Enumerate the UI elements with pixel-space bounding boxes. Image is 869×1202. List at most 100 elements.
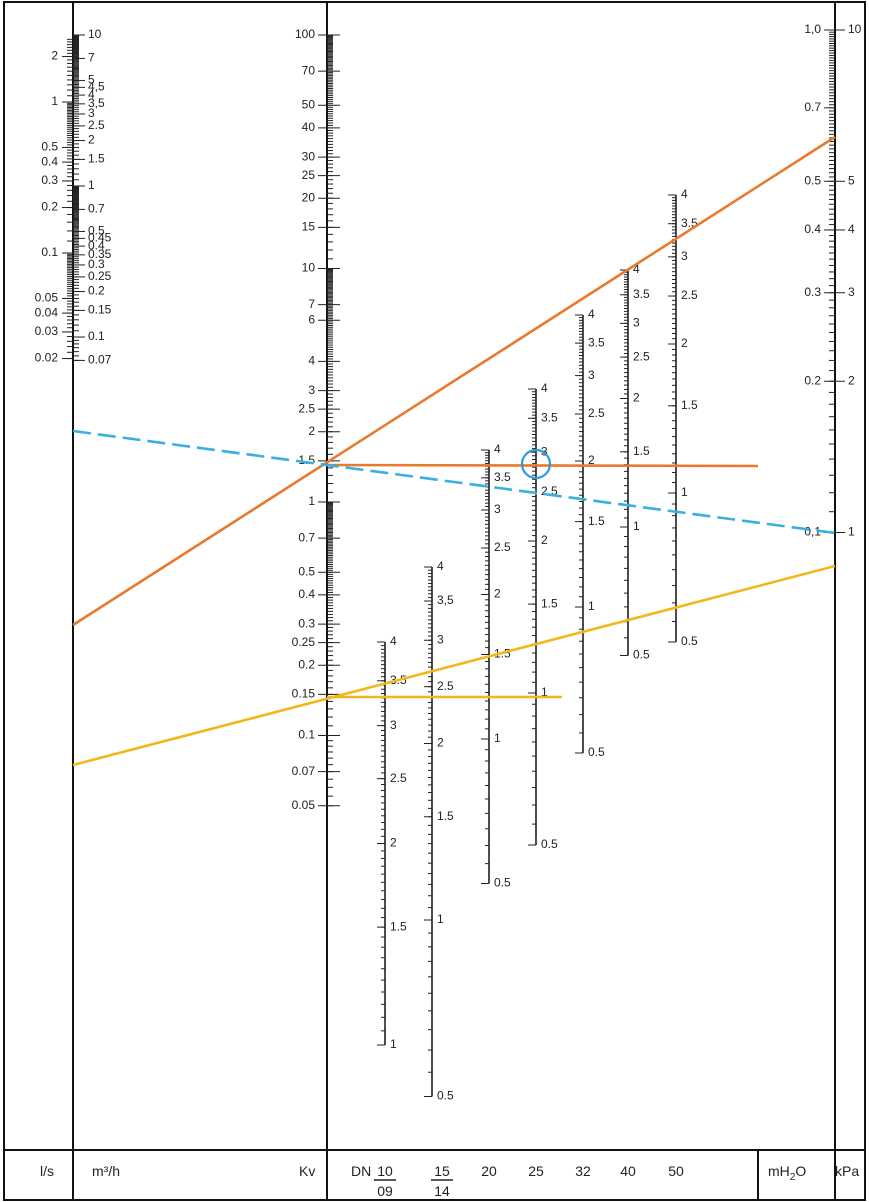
dn-label: 1.5	[437, 809, 454, 823]
kv-label: 0.3	[298, 616, 315, 630]
dn-label: 2	[437, 736, 444, 750]
dn-label: 1.5	[633, 444, 650, 458]
dn-label-40: 40	[620, 1163, 636, 1179]
lines-layer	[72, 135, 836, 767]
dn-bottom-2: 14	[434, 1183, 450, 1199]
kv-label: 10	[302, 261, 316, 275]
flow-m3h-label: 0.25	[88, 269, 112, 283]
dn-label: 0.5	[633, 648, 650, 662]
dn-label: 1.5	[588, 514, 605, 528]
dn-top-1: 10	[377, 1163, 393, 1179]
dn-label: 0.5	[681, 634, 698, 648]
headers-layer: l/s m³/h Kv DN 10 09 15 14 20 25 32 40 5…	[40, 1163, 859, 1199]
dn-label: 2.5	[437, 679, 454, 693]
solution-line	[72, 429, 836, 535]
marker-circle	[520, 448, 552, 480]
kv-label: 0.1	[298, 728, 315, 742]
flow-m3h-label: 2	[88, 133, 95, 147]
kv-label: 30	[302, 149, 316, 163]
kv-label: 15	[302, 220, 316, 234]
dn-label: 3	[681, 249, 688, 263]
solution-line	[326, 463, 759, 468]
flow-ls-label: 0.02	[35, 351, 59, 365]
flow-ls-label: 0.1	[41, 245, 58, 259]
dn-label: 2	[681, 336, 688, 350]
dn-label: 2	[541, 533, 548, 547]
dn-label: 0.5	[588, 745, 605, 759]
dn-label: 1.5	[541, 596, 558, 610]
flow-m3h-label: 0.7	[88, 202, 105, 216]
header-dn: DN	[351, 1163, 371, 1179]
flow-m3h-label: 0.1	[88, 329, 105, 343]
flow-m3h-label: 0.45	[88, 231, 112, 245]
kv-label: 1	[308, 494, 315, 508]
dn-label: 1	[494, 731, 501, 745]
dn-label: 3	[588, 368, 595, 382]
dn-label: 3.5	[633, 287, 650, 301]
mh2o-label: 0.4	[804, 222, 821, 236]
dn-label: 0.5	[437, 1089, 454, 1103]
dn-label: 1	[390, 1037, 397, 1051]
flow-m3h-label: 3,5	[88, 96, 105, 110]
flow-m3h-label: 0.5	[88, 224, 105, 238]
dn-label: 3.5	[588, 335, 605, 349]
header-kv: Kv	[299, 1163, 315, 1179]
flow-ls-label: 0.3	[41, 173, 58, 187]
dn-label-25: 25	[528, 1163, 544, 1179]
dn-label: 2.5	[633, 349, 650, 363]
dn-label: 3	[494, 502, 501, 516]
flow-ls-label: 0.03	[35, 324, 59, 338]
flow-m3h-label: 0.15	[88, 303, 112, 317]
kv-label: 25	[302, 168, 316, 182]
mh2o-main: mH	[768, 1163, 790, 1179]
dn-label: 3.5	[541, 410, 558, 424]
dn-label: 2.5	[588, 406, 605, 420]
flow-m3h-label: 1.5	[88, 152, 105, 166]
kv-label: 0.15	[292, 687, 316, 701]
dn-label-32: 32	[575, 1163, 591, 1179]
dn-label: 2.5	[681, 288, 698, 302]
dn-label: 3	[633, 316, 640, 330]
header-m3h: m³/h	[92, 1163, 120, 1179]
flow-ls-label: 0.2	[41, 200, 58, 214]
flow-m3h-label: 0.35	[88, 247, 112, 261]
flow-ls-label: 0.4	[41, 154, 58, 168]
flow-m3h-label: 0.4	[88, 238, 105, 252]
chart-frame	[3, 1, 866, 1201]
flow-m3h-label: 0.07	[88, 353, 112, 367]
mh2o-label: 0.3	[804, 285, 821, 299]
dn-label: 4	[633, 262, 640, 276]
dn-label: 4	[541, 381, 548, 395]
flow-m3h-label: 2.5	[88, 118, 105, 132]
kv-label: 1.5	[298, 453, 315, 467]
flow-m3h-label: 4	[88, 87, 95, 101]
dn-label: 1	[437, 912, 444, 926]
kv-label: 50	[302, 97, 316, 111]
kv-label: 2.5	[298, 401, 315, 415]
flow-m3h-label: 1	[88, 178, 95, 192]
dn-label: 3.5	[494, 470, 511, 484]
kv-label: 0.7	[298, 530, 315, 544]
flow-m3h-label: 4,5	[88, 80, 105, 94]
flow-m3h-label: 0.2	[88, 284, 105, 298]
dn-label: 1	[541, 685, 548, 699]
dn-label: 3,5	[437, 593, 454, 607]
dn-label: 1.5	[681, 398, 698, 412]
mh2o-subscript: 2	[790, 1172, 796, 1183]
dn-label: 2	[390, 836, 397, 850]
outer-border	[3, 1, 866, 1201]
header-kpa: kPa	[835, 1163, 859, 1179]
kv-label: 0.4	[298, 587, 315, 601]
dn-label: 2.5	[494, 540, 511, 554]
mh2o-label: 0.5	[804, 173, 821, 187]
dn-label: 4	[494, 442, 501, 456]
dn-label: 1	[588, 599, 595, 613]
kpa-label: 1	[848, 525, 855, 539]
dn-label: 3	[437, 632, 444, 646]
mh2o-label: 0.2	[804, 373, 821, 387]
header-ls: l/s	[40, 1163, 54, 1179]
dn-top-2: 15	[434, 1163, 450, 1179]
dn-label: 3	[541, 444, 548, 458]
kv-label: 3	[308, 383, 315, 397]
scales-layer: 10754,543,532.521.510.70.50.450.40.350.3…	[35, 2, 862, 1200]
